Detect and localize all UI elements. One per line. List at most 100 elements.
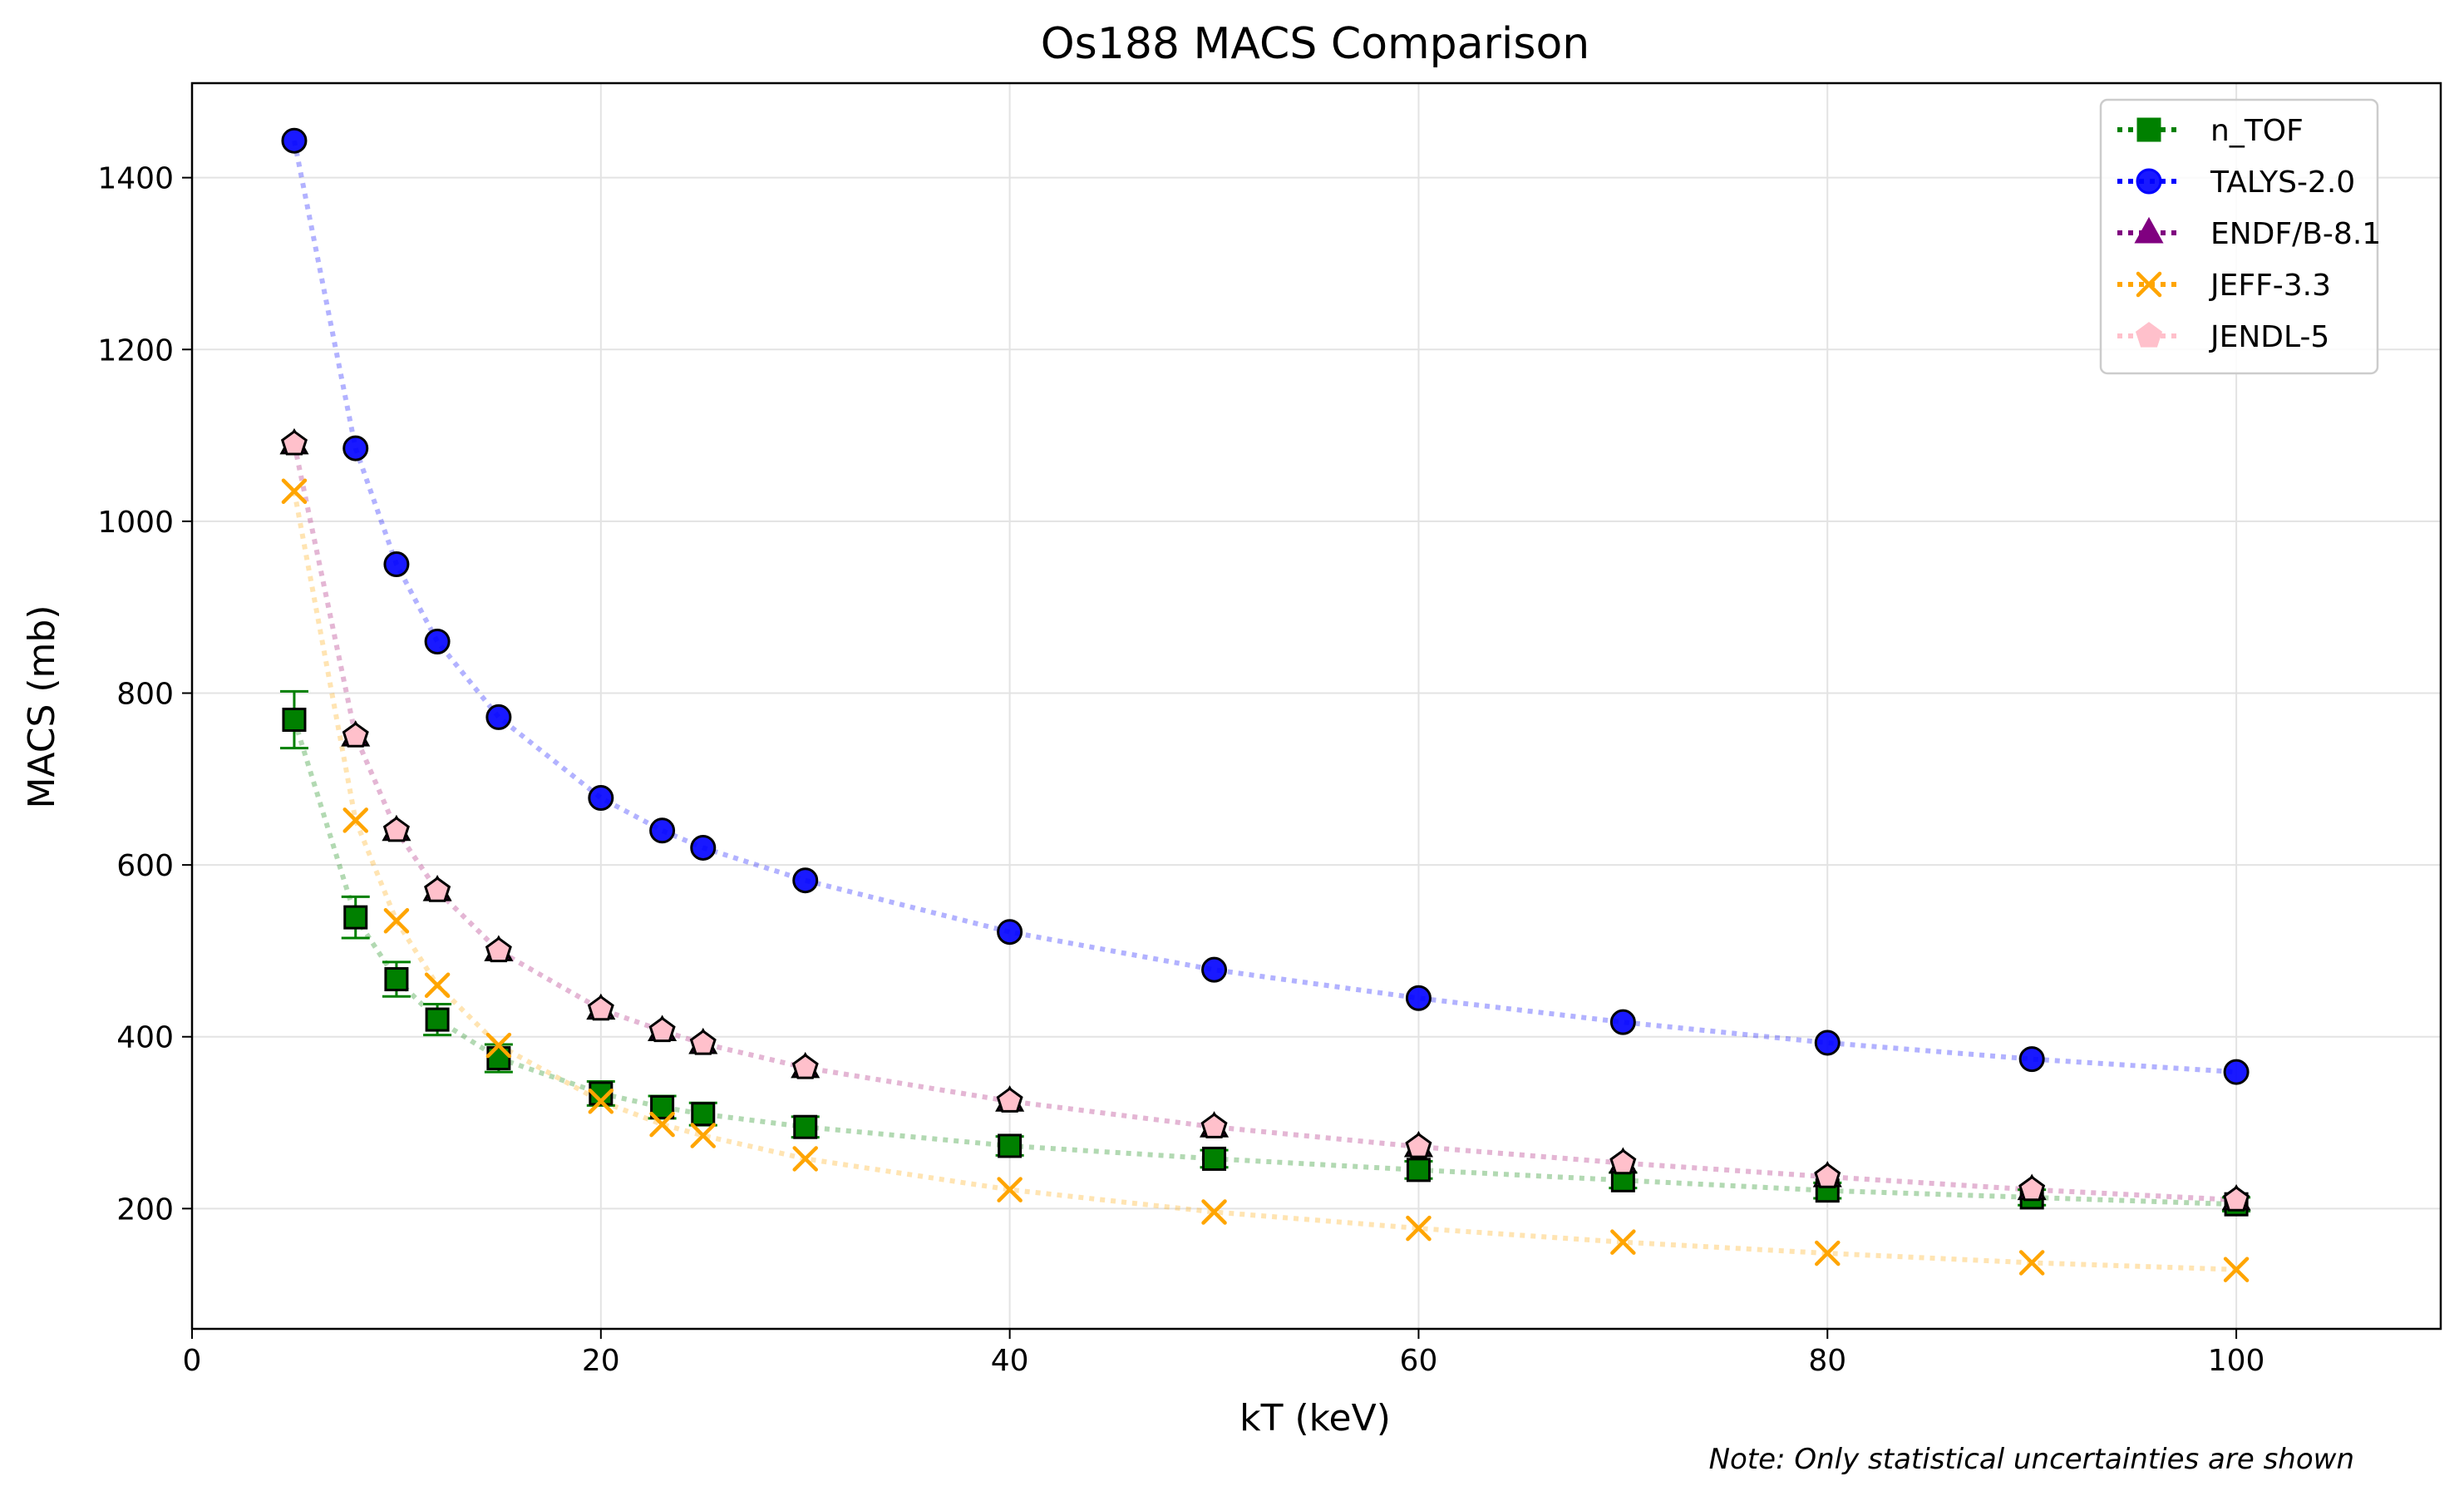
data-point bbox=[342, 435, 369, 462]
legend-box bbox=[2099, 98, 2379, 375]
y-tick-label: 1400 bbox=[97, 162, 174, 196]
data-point bbox=[383, 908, 410, 934]
y-tick-label: 1200 bbox=[97, 333, 174, 368]
data-point bbox=[424, 972, 451, 999]
data-point bbox=[997, 1177, 1023, 1202]
data-point bbox=[689, 1029, 717, 1055]
legend-marker-endf-b-8-1 bbox=[2134, 216, 2164, 244]
data-point bbox=[588, 1088, 614, 1114]
data-point bbox=[793, 1114, 818, 1139]
note-text: Note: Only statistical uncertainties are… bbox=[1709, 1443, 2354, 1476]
data-point bbox=[1201, 1199, 1227, 1225]
data-point bbox=[2018, 1175, 2046, 1202]
data-point bbox=[1406, 1158, 1431, 1183]
legend-marker-jendl-5 bbox=[2135, 322, 2163, 348]
data-point bbox=[691, 1102, 716, 1127]
data-point bbox=[690, 834, 717, 861]
y-tick-label: 1000 bbox=[97, 506, 174, 540]
data-point bbox=[1200, 1113, 1228, 1138]
series-line-jendl-5 bbox=[292, 443, 2237, 1202]
legend-label-talys-2-0: TALYS-2.0 bbox=[2210, 165, 2355, 200]
data-point bbox=[1609, 1148, 1637, 1175]
x-tick-label: 80 bbox=[1808, 1344, 1846, 1378]
legend-marker-jeff-3-3 bbox=[2136, 271, 2162, 298]
data-point bbox=[1405, 1133, 1432, 1158]
x-axis-label: kT (keV) bbox=[1239, 1397, 1391, 1439]
data-point bbox=[425, 1007, 450, 1032]
x-tick-label: 0 bbox=[183, 1344, 202, 1378]
legend: n_TOF TALYS-2.0 ENDF/B-8.1 JEFF-3.3 JENDL-5 bbox=[2099, 98, 2381, 375]
data-point bbox=[280, 430, 308, 456]
y-tick-label: 200 bbox=[116, 1192, 174, 1227]
data-point bbox=[650, 1094, 675, 1119]
series-lines bbox=[292, 140, 2237, 1272]
data-point bbox=[2223, 1257, 2250, 1282]
data-point bbox=[1201, 956, 1228, 983]
legend-marker-talys-2-0 bbox=[2136, 168, 2162, 195]
data-point bbox=[343, 905, 368, 930]
data-point bbox=[485, 704, 512, 730]
data-point bbox=[648, 1016, 676, 1043]
x-tick-label: 60 bbox=[1400, 1344, 1438, 1378]
data-point bbox=[1814, 1163, 1841, 1188]
data-point bbox=[2223, 1186, 2250, 1212]
series-talys-2-0 bbox=[281, 127, 2250, 1085]
x-tick-label: 40 bbox=[991, 1344, 1029, 1378]
legend-label-endf-b-8-1: ENDF/B-8.1 bbox=[2210, 217, 2381, 251]
data-point bbox=[998, 1133, 1023, 1158]
data-point bbox=[791, 1054, 819, 1079]
series-line-n-tof bbox=[292, 718, 2237, 1207]
data-point bbox=[649, 817, 676, 844]
data-point bbox=[1609, 1009, 1636, 1035]
data-point bbox=[792, 867, 819, 894]
data-point bbox=[485, 1032, 512, 1059]
y-tick-label: 600 bbox=[116, 849, 174, 883]
data-point bbox=[1814, 1029, 1841, 1056]
data-point bbox=[281, 478, 308, 504]
data-point bbox=[2018, 1250, 2045, 1276]
data-point bbox=[282, 708, 307, 733]
series-jendl-5 bbox=[280, 430, 2250, 1212]
legend-label-jeff-3-3: JEFF-3.3 bbox=[2209, 269, 2331, 303]
y-tick-label: 400 bbox=[116, 1021, 174, 1055]
data-point bbox=[690, 1123, 717, 1148]
data-point bbox=[1202, 1146, 1227, 1171]
series-line-jeff-3-3 bbox=[292, 491, 2237, 1272]
data-point bbox=[281, 127, 308, 154]
data-point bbox=[485, 936, 512, 963]
legend-marker-n-tof bbox=[2136, 117, 2161, 142]
series-line-endf-b-8-1 bbox=[292, 443, 2237, 1202]
y-tick-label: 800 bbox=[116, 678, 174, 712]
data-point bbox=[384, 967, 409, 992]
series-line-talys-2-0 bbox=[292, 140, 2237, 1075]
data-point bbox=[587, 995, 614, 1021]
data-point bbox=[997, 919, 1023, 946]
data-point bbox=[996, 1087, 1023, 1113]
data-point bbox=[1610, 1229, 1636, 1255]
data-point bbox=[342, 722, 369, 748]
y-axis-label: MACS (mb) bbox=[21, 605, 63, 808]
legend-label-n-tof: n_TOF bbox=[2210, 114, 2304, 148]
data-point bbox=[1406, 1215, 1432, 1242]
data-point bbox=[588, 785, 614, 812]
data-point bbox=[382, 816, 410, 842]
data-point bbox=[2018, 1046, 2045, 1073]
x-tick-label: 20 bbox=[582, 1344, 620, 1378]
data-point bbox=[1405, 985, 1432, 1011]
data-point bbox=[424, 629, 451, 655]
data-point bbox=[424, 876, 451, 902]
x-tick-label: 100 bbox=[2208, 1344, 2265, 1378]
series-jeff-3-3 bbox=[281, 478, 2250, 1282]
data-point bbox=[2223, 1059, 2250, 1085]
series-markers bbox=[279, 127, 2251, 1282]
axes: 0 20 40 60 80 100 200 400 600 800 1000 1200 1400 bbox=[97, 162, 2264, 1378]
data-point bbox=[383, 551, 410, 578]
legend-label-jendl-5: JENDL-5 bbox=[2209, 320, 2329, 354]
data-point bbox=[342, 807, 368, 833]
data-point bbox=[792, 1146, 818, 1172]
data-point bbox=[649, 1111, 675, 1138]
data-point bbox=[1815, 1240, 1841, 1266]
plot-frame bbox=[190, 81, 2442, 1331]
